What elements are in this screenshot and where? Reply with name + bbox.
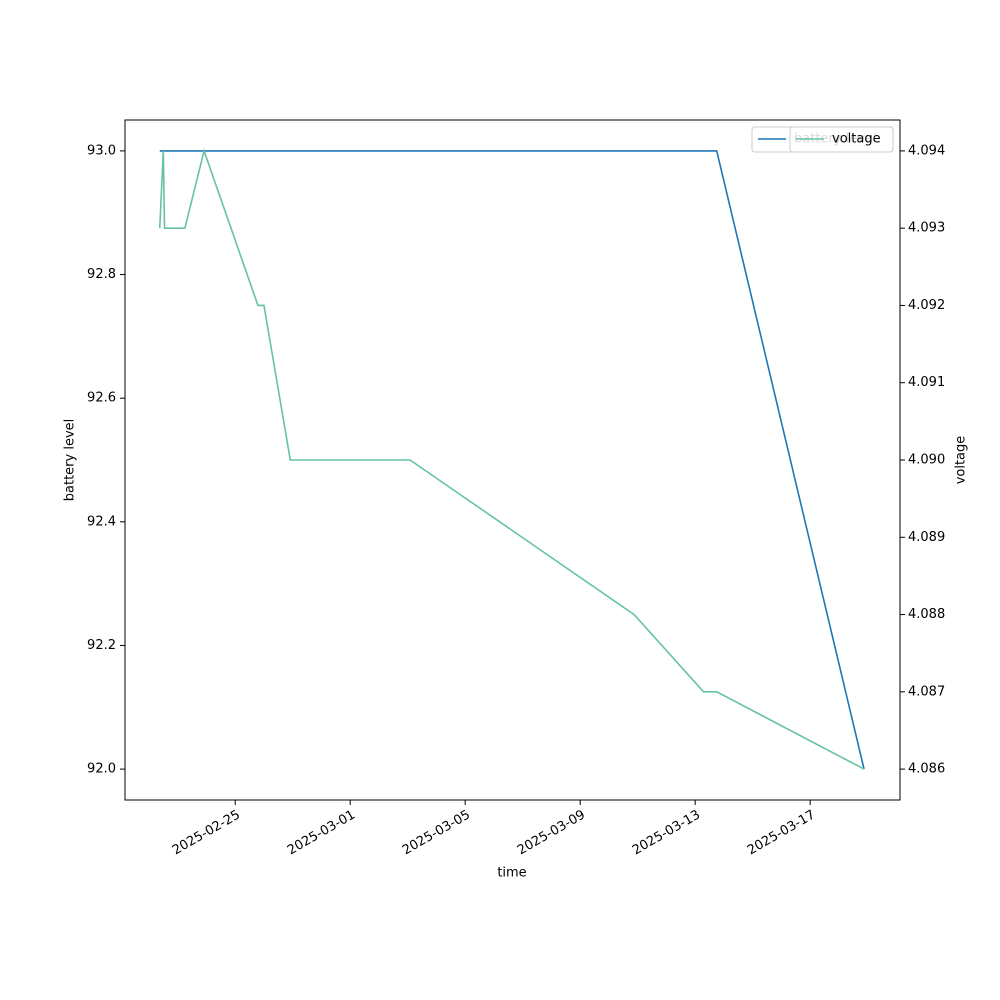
y2-tick-label: 4.092 xyxy=(908,298,945,313)
y-tick-label: 92.8 xyxy=(87,267,116,282)
y2-tick-label: 4.093 xyxy=(908,221,945,236)
y-axis-label: battery level xyxy=(63,419,78,502)
y-tick-label: 92.0 xyxy=(87,762,116,777)
x-tick-label: 2025-03-13 xyxy=(630,808,703,859)
x-tick-label: 2025-03-05 xyxy=(400,808,473,859)
y2-tick-label: 4.094 xyxy=(908,143,945,158)
y2-tick-label: 4.090 xyxy=(908,453,945,468)
x-tick-label: 2025-03-17 xyxy=(745,808,818,859)
y-tick-label: 92.4 xyxy=(87,514,116,529)
series-line xyxy=(159,150,865,770)
y2-tick-label: 4.091 xyxy=(908,375,945,390)
x-tick-label: 2025-03-09 xyxy=(515,808,588,859)
y2-tick-label: 4.087 xyxy=(908,684,945,699)
y-tick-label: 92.2 xyxy=(87,638,116,653)
y-tick-label: 93.0 xyxy=(87,143,116,158)
y2-axis-label: voltage xyxy=(954,436,969,485)
series-line xyxy=(158,148,865,770)
legend: voltage xyxy=(789,126,894,153)
y2-tick-label: 4.086 xyxy=(908,762,945,777)
plot-frame xyxy=(124,119,901,801)
y2-tick-label: 4.089 xyxy=(908,530,945,545)
x-axis-label: time xyxy=(497,866,526,881)
legend-label: voltage xyxy=(832,132,881,147)
y2-tick-label: 4.088 xyxy=(908,607,945,622)
legend-box xyxy=(789,126,894,153)
x-tick-label: 2025-02-25 xyxy=(170,808,243,859)
y-tick-label: 92.6 xyxy=(87,391,116,406)
x-tick-label: 2025-03-01 xyxy=(285,808,358,859)
